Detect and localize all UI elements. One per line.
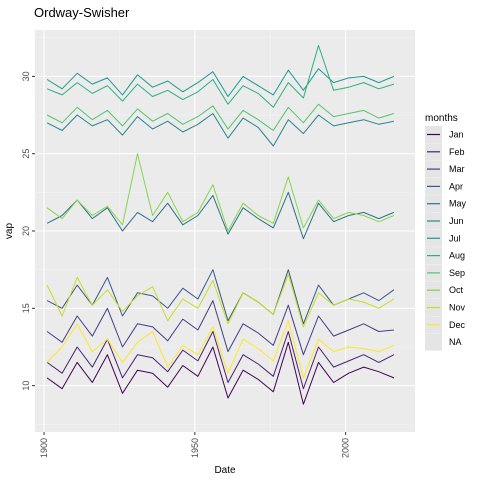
legend-label-may: May: [449, 199, 467, 209]
major-gridlines: [35, 30, 415, 432]
legend-label-feb: Feb: [449, 147, 465, 157]
series-line-oct: [46, 153, 395, 232]
x-tick-label: 1900: [39, 438, 49, 458]
legend-key-na: [425, 333, 442, 351]
y-tick-label: 10: [21, 381, 31, 391]
legend-label-jun: Jun: [449, 216, 464, 226]
x-tick-label: 1950: [190, 438, 200, 458]
legend: months Jan Feb Mar Apr May Jun Jul Aug Sep Oct Nov…: [425, 113, 467, 351]
legend-label-apr: Apr: [449, 181, 463, 191]
chart-title: Ordway-Swisher: [34, 5, 130, 20]
series-line-mar: [46, 300, 394, 356]
legend-label-na: NA: [449, 337, 462, 347]
series-line-jul: [46, 68, 395, 97]
x-tick-label: 2000: [341, 438, 351, 458]
y-axis-ticks: 10 15 20 25 30: [21, 71, 35, 391]
legend-label-jul: Jul: [449, 233, 461, 243]
legend-label-aug: Aug: [449, 251, 465, 261]
series-line-dec: [46, 320, 395, 379]
legend-label-oct: Oct: [449, 285, 464, 295]
series-line-jan: [46, 341, 395, 405]
y-tick-label: 15: [21, 303, 31, 313]
series-line-nov: [46, 273, 395, 328]
y-tick-label: 30: [21, 71, 31, 81]
x-axis-title: Date: [214, 465, 236, 476]
legend-label-dec: Dec: [449, 320, 466, 330]
series-line-may: [46, 191, 395, 240]
y-axis-title: vap: [4, 223, 15, 240]
series-line-sep: [46, 103, 395, 131]
x-axis-ticks: 1900 1950 2000: [39, 432, 351, 458]
series-line-jun: [46, 113, 395, 147]
legend-label-jan: Jan: [449, 130, 464, 140]
series-lines: [46, 45, 395, 405]
series-line-feb: [46, 331, 395, 390]
y-tick-label: 25: [21, 149, 31, 159]
legend-label-sep: Sep: [449, 268, 465, 278]
legend-title: months: [425, 113, 458, 124]
legend-label-mar: Mar: [449, 164, 465, 174]
series-line-aug: [46, 45, 395, 108]
y-tick-label: 20: [21, 226, 31, 236]
legend-label-nov: Nov: [449, 303, 466, 313]
